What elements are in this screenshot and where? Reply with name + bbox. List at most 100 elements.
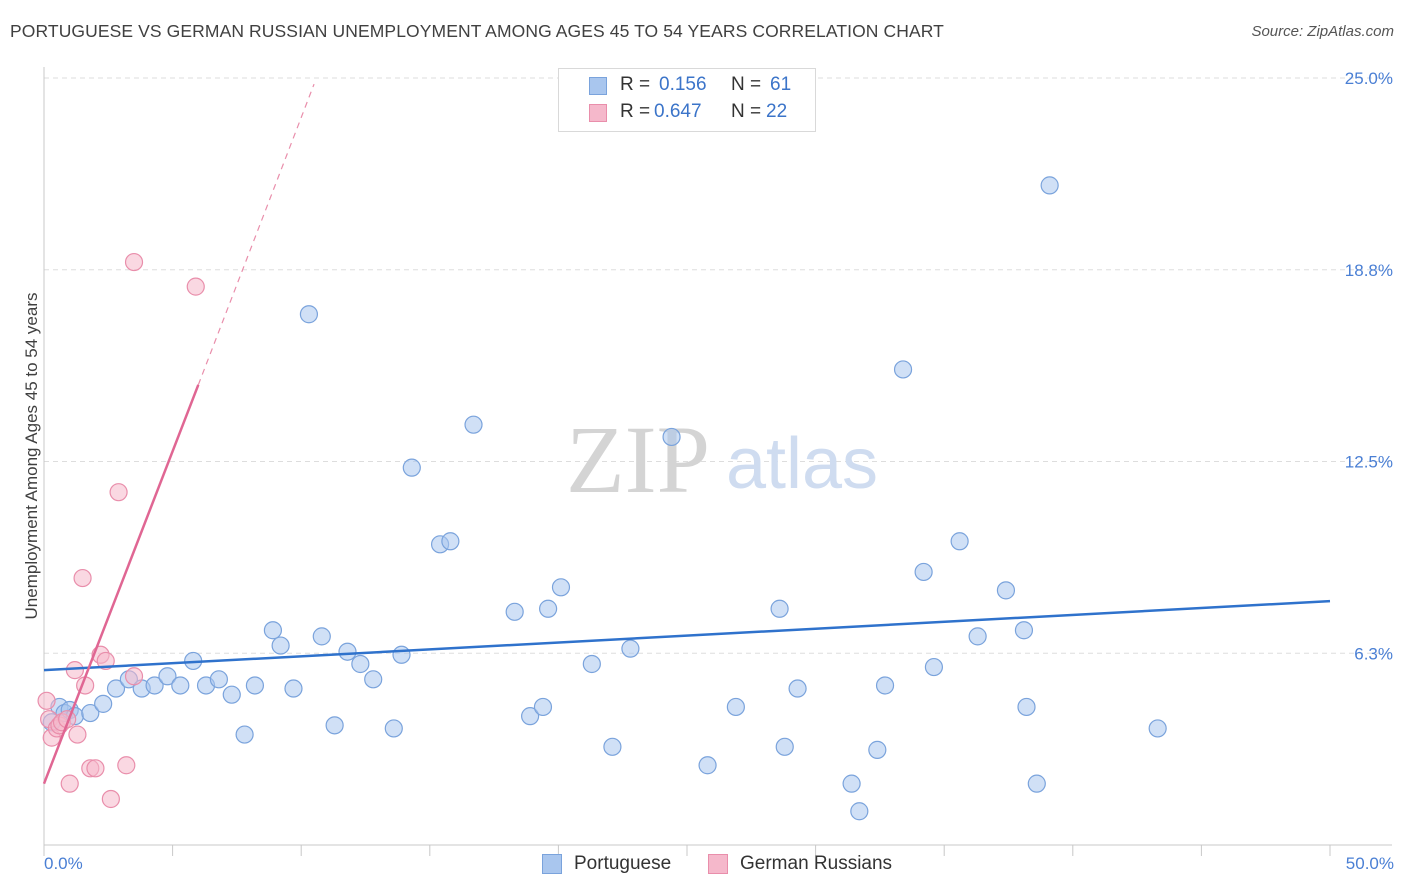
german-russian-point[interactable]: [65, 661, 84, 680]
portuguese-point[interactable]: [924, 657, 944, 677]
legend-swatch-german-russians: [708, 854, 728, 874]
german-russian-point[interactable]: [101, 789, 120, 809]
watermark-atlas: atlas: [726, 424, 878, 504]
portuguese-point[interactable]: [235, 725, 254, 744]
portuguese-point[interactable]: [325, 716, 344, 735]
portuguese-point[interactable]: [222, 685, 241, 704]
legend-n-label: N =: [731, 74, 762, 95]
portuguese-point[interactable]: [171, 676, 190, 695]
y-tick-label: 12.5%: [1345, 453, 1393, 472]
portuguese-point[interactable]: [402, 458, 421, 477]
portuguese-point[interactable]: [338, 642, 357, 661]
portuguese-point[interactable]: [662, 427, 681, 447]
portuguese-point[interactable]: [770, 599, 789, 618]
legend-r-label: R =: [620, 101, 651, 122]
portuguese-point[interactable]: [842, 774, 861, 793]
portuguese-points: [42, 176, 1167, 821]
y-tick-label: 25.0%: [1345, 69, 1393, 88]
portuguese-point[interactable]: [1148, 719, 1167, 738]
y-tick-label: 18.8%: [1345, 261, 1393, 280]
trend-lines: [42, 83, 1331, 785]
german-russian-point[interactable]: [37, 691, 56, 710]
portuguese-point[interactable]: [94, 694, 113, 713]
portuguese-point[interactable]: [968, 627, 987, 646]
portuguese-point[interactable]: [312, 627, 331, 646]
legend-swatch-portuguese: [542, 854, 562, 874]
portuguese-point[interactable]: [533, 697, 553, 717]
portuguese-point[interactable]: [441, 532, 460, 551]
y-tick-labels: 6.3% 12.5% 18.8% 25.0%: [1345, 69, 1393, 663]
portuguese-point[interactable]: [284, 679, 303, 698]
portuguese-point[interactable]: [582, 654, 601, 674]
german-russian-point[interactable]: [124, 667, 144, 686]
german-russian-point[interactable]: [86, 759, 105, 778]
portuguese-point[interactable]: [726, 697, 745, 717]
portuguese-point[interactable]: [950, 532, 969, 551]
portuguese-point[interactable]: [893, 360, 913, 379]
german-russian-point[interactable]: [186, 277, 205, 296]
legend-label-german-russians: German Russians: [740, 853, 893, 874]
portuguese-point[interactable]: [209, 670, 228, 689]
german-russian-point[interactable]: [124, 252, 144, 272]
legend-top: R = 0.156 N = 61 R = 0.647 N = 22: [558, 68, 816, 132]
portuguese-point[interactable]: [551, 578, 571, 597]
portuguese-point[interactable]: [875, 676, 895, 695]
portuguese-point[interactable]: [364, 670, 383, 689]
portuguese-point[interactable]: [775, 737, 794, 756]
portuguese-trend-line: [43, 599, 1331, 672]
x-tick-label-max: 50.0%: [1346, 854, 1394, 873]
portuguese-point[interactable]: [914, 562, 933, 582]
portuguese-point[interactable]: [996, 581, 1016, 600]
portuguese-point[interactable]: [1027, 774, 1046, 793]
portuguese-point[interactable]: [868, 740, 887, 759]
legend-n-label: N =: [731, 101, 762, 122]
legend-n-value: 22: [766, 101, 788, 122]
portuguese-point[interactable]: [1014, 621, 1034, 640]
portuguese-point[interactable]: [351, 654, 370, 674]
legend-swatch-german-russians: [589, 104, 607, 122]
portuguese-point[interactable]: [698, 756, 717, 775]
german-russian-point[interactable]: [60, 774, 79, 793]
portuguese-point[interactable]: [384, 719, 403, 738]
legend-bottom: Portuguese German Russians: [0, 852, 1406, 878]
legend-r-value: 0.647: [654, 101, 702, 122]
portuguese-point[interactable]: [850, 802, 869, 821]
portuguese-point[interactable]: [145, 676, 164, 695]
y-axis-label: Unemployment Among Ages 45 to 54 years: [22, 293, 41, 620]
portuguese-point[interactable]: [621, 639, 640, 658]
portuguese-point[interactable]: [299, 305, 319, 324]
portuguese-point[interactable]: [245, 676, 265, 695]
legend-swatch-portuguese: [589, 77, 607, 95]
portuguese-point[interactable]: [505, 602, 524, 621]
portuguese-point[interactable]: [158, 667, 177, 686]
portuguese-point[interactable]: [81, 703, 100, 723]
german-russian-point[interactable]: [68, 725, 87, 744]
portuguese-point[interactable]: [263, 621, 283, 640]
portuguese-point[interactable]: [1040, 176, 1059, 195]
portuguese-point[interactable]: [106, 679, 126, 698]
portuguese-point[interactable]: [392, 645, 411, 664]
portuguese-point[interactable]: [603, 737, 622, 756]
german-russian-point[interactable]: [117, 756, 136, 775]
watermark-zip: ZIP: [566, 406, 710, 513]
grid-lines: [44, 77, 1392, 654]
legend-r-value: 0.156: [659, 74, 707, 95]
portuguese-point[interactable]: [1017, 697, 1036, 717]
chart-source: Source: ZipAtlas.com: [1251, 23, 1394, 40]
portuguese-point[interactable]: [271, 636, 290, 655]
chart-title: PORTUGUESE VS GERMAN RUSSIAN UNEMPLOYMEN…: [10, 21, 944, 41]
portuguese-point[interactable]: [521, 707, 540, 726]
legend-label-portuguese: Portuguese: [574, 853, 672, 874]
german-russian-points: [37, 252, 205, 809]
portuguese-point[interactable]: [788, 679, 807, 698]
legend-r-label: R =: [620, 74, 651, 95]
legend-n-value: 61: [770, 74, 792, 95]
x-tick-label-min: 0.0%: [44, 854, 83, 873]
portuguese-point[interactable]: [464, 415, 483, 434]
german-russian-trend-extension: [197, 83, 315, 386]
german-russian-point[interactable]: [73, 568, 92, 588]
german-russian-point[interactable]: [109, 483, 128, 502]
german-russian-point[interactable]: [96, 651, 115, 671]
portuguese-point[interactable]: [539, 599, 558, 618]
